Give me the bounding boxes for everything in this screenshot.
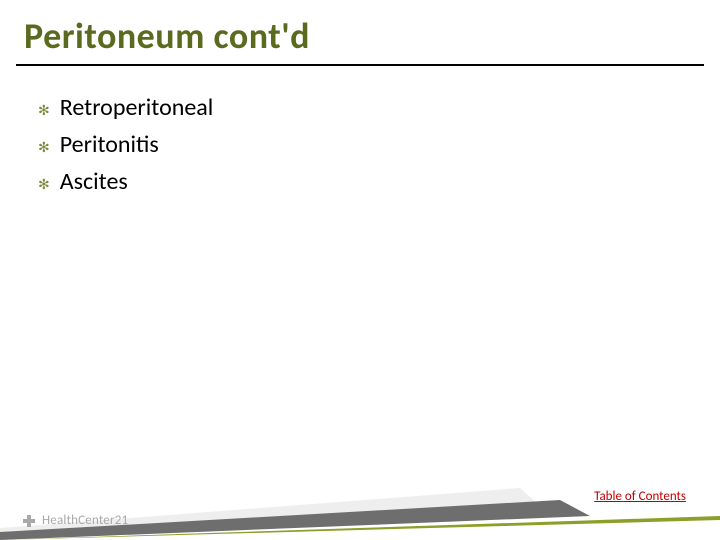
list-item: ✻ Peritonitis — [38, 129, 213, 164]
table-of-contents-link[interactable]: Table of Contents — [594, 489, 686, 504]
bullet-icon: ✻ — [38, 169, 50, 201]
title-underline — [16, 64, 704, 66]
brand-label: HealthCenter21 — [42, 513, 128, 528]
bullet-icon: ✻ — [38, 132, 50, 164]
brand: HealthCenter21 — [22, 513, 128, 528]
bullet-text: Peritonitis — [60, 129, 159, 161]
list-item: ✻ Ascites — [38, 166, 213, 201]
brand-label-mid: Center — [78, 513, 115, 528]
brand-label-suffix: 21 — [115, 513, 129, 528]
slide-title: Peritoneum cont'd — [24, 14, 310, 58]
bullet-icon: ✻ — [38, 95, 50, 127]
list-item: ✻ Retroperitoneal — [38, 92, 213, 127]
bullet-text: Retroperitoneal — [60, 92, 214, 124]
cross-plus-icon — [22, 514, 36, 528]
slide: Peritoneum cont'd ✻ Retroperitoneal ✻ Pe… — [0, 0, 720, 540]
bullet-text: Ascites — [60, 166, 128, 198]
bullet-list: ✻ Retroperitoneal ✻ Peritonitis ✻ Ascite… — [38, 92, 213, 203]
brand-label-prefix: Health — [42, 513, 78, 528]
